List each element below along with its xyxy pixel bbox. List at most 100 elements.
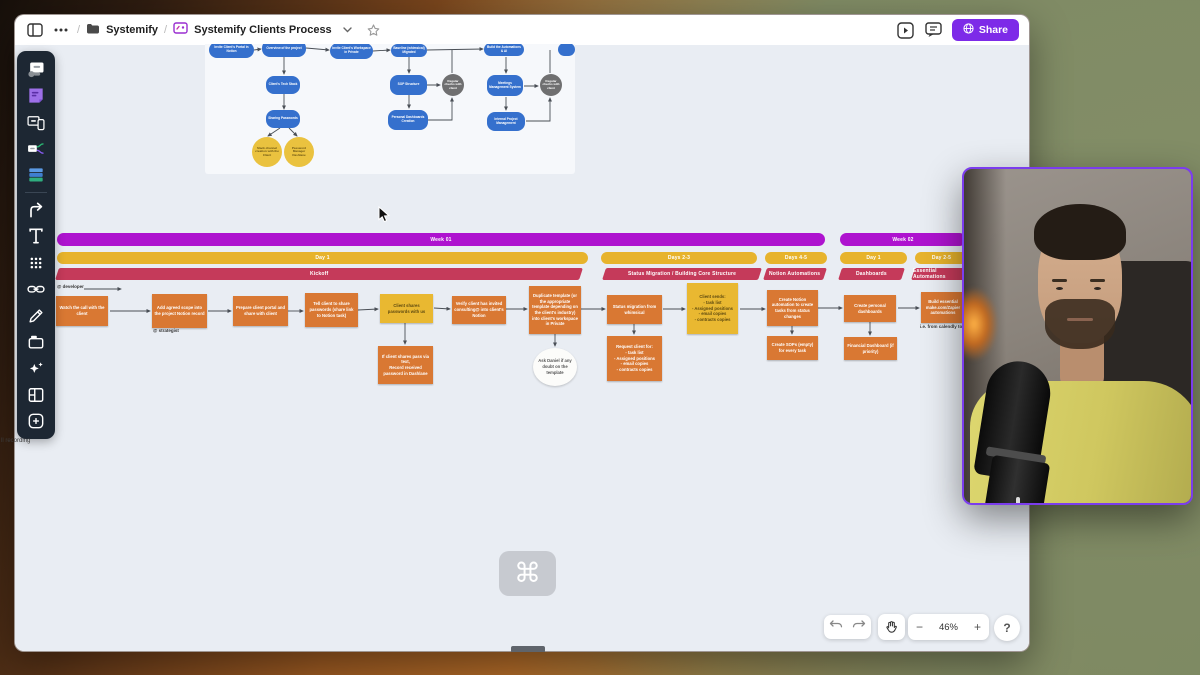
tool-connector-card[interactable] bbox=[23, 137, 49, 160]
timeline-bar-yellow[interactable]: Day 1 bbox=[840, 252, 907, 264]
undo-button[interactable] bbox=[829, 618, 843, 636]
sticky-note[interactable]: Ask Daniel if any doubt on the template bbox=[533, 348, 577, 386]
webcam-overlay bbox=[962, 167, 1193, 505]
timeline-bar-purple[interactable]: Week 02 bbox=[840, 233, 966, 246]
command-key-glyph: ⌘ bbox=[514, 558, 541, 588]
flowchart-node[interactable]: Sharing Passwords bbox=[266, 110, 300, 128]
zoom-out-button[interactable]: − bbox=[916, 620, 924, 634]
zoom-level[interactable]: 46% bbox=[938, 621, 958, 633]
timeline-bar-yellow[interactable]: Days 4-5 bbox=[765, 252, 827, 264]
flowchart-node[interactable]: Slack channel creation with the Client bbox=[252, 137, 282, 167]
flowchart-node[interactable]: Meetings Management System bbox=[487, 75, 523, 96]
more-menu-button[interactable] bbox=[51, 20, 71, 40]
presenter-eyebrow bbox=[1052, 279, 1067, 282]
sticky-note[interactable]: Watch the call with the client bbox=[56, 296, 108, 326]
sticky-note[interactable]: Prepare client portal and share with cli… bbox=[233, 296, 288, 326]
tool-layout[interactable] bbox=[23, 383, 49, 406]
timeline-bar-label: Day 1 bbox=[866, 255, 881, 261]
timeline-bar-yellow[interactable]: Day 2-5 bbox=[915, 252, 968, 264]
tool-section[interactable] bbox=[23, 330, 49, 353]
file-menu-chevron[interactable] bbox=[338, 20, 358, 40]
sticky-note[interactable]: Client shares passwords with us bbox=[380, 294, 433, 323]
present-button[interactable] bbox=[896, 20, 916, 40]
timeline-bar-red[interactable]: Status Migration / Building Core Structu… bbox=[602, 268, 762, 280]
sticky-note[interactable]: Status migration from whimsical bbox=[607, 295, 662, 324]
tool-ai-sparkle[interactable] bbox=[23, 357, 49, 380]
hand-tool-button[interactable] bbox=[878, 614, 905, 640]
zoom-controls: − 46% + bbox=[908, 614, 989, 640]
tool-marker-widget[interactable] bbox=[23, 58, 49, 81]
share-button-label: Share bbox=[978, 24, 1008, 36]
horizontal-scrollbar-thumb[interactable] bbox=[511, 646, 545, 652]
timeline-bar-label: Days 4-5 bbox=[784, 255, 808, 261]
sticky-note[interactable]: Create SOPs (empty) for every task bbox=[767, 336, 818, 360]
canvas-annotation[interactable]: @ developer bbox=[57, 284, 84, 289]
tool-add[interactable] bbox=[23, 410, 49, 433]
microphone-cable bbox=[1016, 497, 1020, 503]
canvas-annotation[interactable]: @ strategist bbox=[153, 328, 179, 333]
timeline-bar-yellow[interactable]: Day 1 bbox=[57, 252, 588, 264]
flowchart-node[interactable]: Invite Client's Portal in Notion bbox=[209, 44, 254, 58]
redo-button[interactable] bbox=[852, 618, 866, 636]
canvas-annotation[interactable]: i.e. from calendly to bbox=[920, 324, 963, 329]
tool-device-shapes[interactable] bbox=[23, 111, 49, 134]
flowchart-node[interactable]: SOP Structure bbox=[390, 75, 427, 95]
timeline-bar-red[interactable]: Dashboards bbox=[838, 268, 905, 280]
breadcrumb-folder[interactable]: Systemify bbox=[106, 24, 159, 36]
sticky-note[interactable]: Financial Dashboard (if priority) bbox=[844, 337, 897, 360]
timeline-bar-red[interactable]: Kickoff bbox=[55, 268, 583, 280]
flowchart-node[interactable]: Baseline (whimsical) Migrated bbox=[391, 44, 427, 57]
flowchart-node[interactable]: Overview of the project bbox=[262, 44, 306, 57]
sticky-note[interactable]: Duplicate template (or the appropriate t… bbox=[529, 286, 581, 334]
flowchart-node[interactable]: Personal Dashboards Creation bbox=[388, 110, 428, 130]
sticky-note[interactable]: Verify client has invited consulting@ in… bbox=[452, 296, 506, 324]
timeline-bar-yellow[interactable]: Days 2-3 bbox=[601, 252, 757, 264]
flowchart-node[interactable]: Regular checks with client bbox=[540, 74, 562, 96]
hand-icon bbox=[886, 620, 897, 633]
undo-redo-group bbox=[824, 615, 871, 639]
comments-button[interactable] bbox=[924, 20, 944, 40]
timeline-bar-purple[interactable]: Week 01 bbox=[57, 233, 825, 246]
sticky-note[interactable]: Client sends: - task list - Assigned pos… bbox=[687, 283, 738, 334]
zoom-in-button[interactable]: + bbox=[973, 620, 981, 634]
sticky-note[interactable]: Build essential make.com/Zapier automati… bbox=[921, 292, 965, 323]
globe-icon bbox=[963, 23, 974, 37]
breadcrumb-file[interactable]: Systemify Clients Process bbox=[194, 24, 332, 36]
tool-table-template[interactable] bbox=[23, 164, 49, 187]
sticky-note[interactable]: Tell client to share passwords (share li… bbox=[305, 293, 358, 327]
flowchart-node[interactable]: Regular checks with client bbox=[442, 74, 464, 96]
tool-link[interactable] bbox=[23, 277, 49, 300]
presenter-eyebrow bbox=[1090, 279, 1105, 282]
sticky-note[interactable]: Create personal dashboards bbox=[844, 295, 896, 322]
tool-text[interactable] bbox=[23, 225, 49, 248]
flowchart-node[interactable]: Internal Project Management bbox=[487, 112, 525, 131]
toolbar-divider bbox=[25, 192, 47, 194]
sticky-note[interactable]: If client shares pass via text, Record r… bbox=[378, 346, 433, 384]
mouse-cursor bbox=[378, 205, 392, 229]
sticky-note[interactable]: Request client for: - task list - Assign… bbox=[607, 336, 662, 381]
recording-note: ll recording bbox=[1, 438, 31, 444]
favorite-star-icon[interactable] bbox=[364, 20, 384, 40]
tool-draw[interactable] bbox=[23, 304, 49, 327]
flowchart-node[interactable]: Invite Client's Workspace in Private bbox=[330, 44, 373, 59]
sticky-note[interactable]: Create Notion automation to create tasks… bbox=[767, 290, 818, 326]
tool-sticky-note[interactable] bbox=[23, 84, 49, 107]
timeline-bar-label: Days 2-3 bbox=[667, 255, 691, 261]
tool-arrow[interactable] bbox=[23, 198, 49, 221]
sidebar-toggle-button[interactable] bbox=[25, 20, 45, 40]
timeline-bar-label: Day 2-5 bbox=[931, 255, 952, 261]
timeline-bar-label: Day 1 bbox=[315, 255, 330, 261]
timeline-bar-red[interactable]: Notion Automations bbox=[763, 268, 827, 280]
tool-stamp[interactable] bbox=[23, 251, 49, 274]
help-button[interactable]: ? bbox=[994, 615, 1020, 641]
share-button[interactable]: Share bbox=[951, 19, 1019, 41]
breadcrumb-separator: / bbox=[164, 24, 168, 36]
flowchart-node[interactable] bbox=[558, 44, 575, 56]
breadcrumb-separator: / bbox=[77, 24, 81, 36]
flowchart-node[interactable]: Password Manager Dashlane bbox=[284, 137, 314, 167]
flowchart-node[interactable]: Build the Automations & AI bbox=[484, 44, 524, 56]
flowchart-node[interactable]: Client's Tech Stack bbox=[266, 76, 300, 94]
timeline-bar-label: Week 01 bbox=[430, 236, 452, 243]
sticky-note[interactable]: Add agreed scope into the project Notion… bbox=[152, 294, 207, 328]
